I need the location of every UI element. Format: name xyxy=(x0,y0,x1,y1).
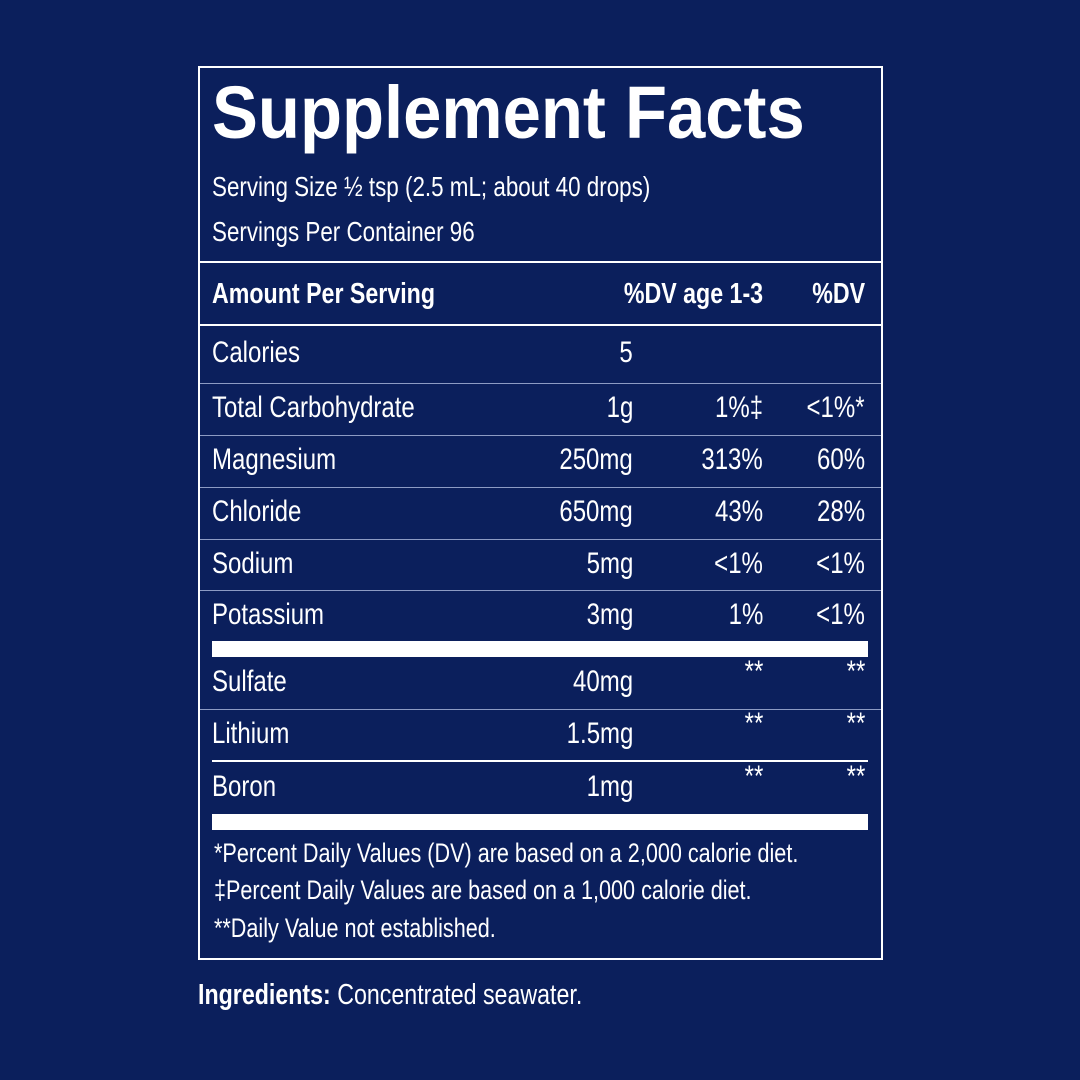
nutrient-name: Sodium xyxy=(212,546,294,580)
divider xyxy=(200,261,881,263)
nutrient-dv-age: ** xyxy=(744,759,763,793)
divider xyxy=(212,760,868,762)
nutrient-name: Calories xyxy=(212,336,301,369)
nutrient-dv-age: 1%‡ xyxy=(714,391,763,424)
nutrient-dv-age: 313% xyxy=(701,443,763,476)
thick-divider xyxy=(212,641,868,657)
nutrient-name: Boron xyxy=(212,769,277,803)
row-divider xyxy=(200,435,881,436)
ingredients: Ingredients: Concentrated seawater. xyxy=(198,979,582,1012)
nutrient-dv: <1% xyxy=(816,546,865,580)
nutrient-name: Lithium xyxy=(212,717,290,750)
ingredients-value: Concentrated seawater. xyxy=(337,979,583,1011)
nutrient-amount: 5mg xyxy=(586,546,633,580)
nutrient-dv: ** xyxy=(846,655,865,688)
nutrient-amount: 5 xyxy=(619,336,633,369)
footnote: *Percent Daily Values (DV) are based on … xyxy=(214,838,799,868)
nutrient-dv-age: ** xyxy=(744,655,763,688)
nutrient-dv: ** xyxy=(846,759,865,793)
row-divider xyxy=(200,487,881,488)
nutrient-name: Chloride xyxy=(212,495,302,528)
row-divider xyxy=(200,709,881,710)
nutrient-dv: 60% xyxy=(816,443,865,476)
row-divider xyxy=(200,590,881,591)
nutrient-dv-age: 1% xyxy=(728,597,763,631)
serving-size: Serving Size ½ tsp (2.5 mL; about 40 dro… xyxy=(212,171,651,202)
nutrient-amount: 250mg xyxy=(559,443,633,476)
nutrient-name: Sulfate xyxy=(212,665,287,698)
nutrient-amount: 650mg xyxy=(559,495,633,528)
nutrient-amount: 1mg xyxy=(586,769,633,803)
servings-per-container: Servings Per Container 96 xyxy=(212,216,475,247)
nutrient-dv: <1%* xyxy=(806,391,865,424)
nutrient-dv-age: ** xyxy=(744,707,763,740)
nutrient-amount: 3mg xyxy=(586,597,633,631)
nutrient-dv: <1% xyxy=(816,597,865,631)
nutrient-name: Magnesium xyxy=(212,443,337,476)
nutrient-dv-age: <1% xyxy=(714,546,763,580)
panel-title: Supplement Facts xyxy=(212,71,805,154)
header-dv-age: %DV age 1-3 xyxy=(623,278,763,310)
nutrient-dv: 28% xyxy=(816,495,865,528)
divider xyxy=(200,324,881,326)
header-dv: %DV xyxy=(812,278,865,310)
footnote: ‡Percent Daily Values are based on a 1,0… xyxy=(214,875,752,905)
row-divider xyxy=(200,539,881,540)
ingredients-label: Ingredients: xyxy=(198,979,331,1011)
nutrient-dv-age: 43% xyxy=(714,495,763,528)
footnote: **Daily Value not established. xyxy=(214,913,496,943)
supplement-facts-panel xyxy=(198,66,883,960)
nutrient-name: Total Carbohydrate xyxy=(212,391,415,424)
nutrient-dv: ** xyxy=(846,707,865,740)
nutrient-name: Potassium xyxy=(212,597,325,631)
thick-divider xyxy=(212,814,868,830)
header-amount: Amount Per Serving xyxy=(212,278,436,310)
nutrient-amount: 40mg xyxy=(572,665,633,698)
row-divider xyxy=(200,383,881,384)
nutrient-amount: 1g xyxy=(606,391,633,424)
nutrient-amount: 1.5mg xyxy=(566,717,633,750)
